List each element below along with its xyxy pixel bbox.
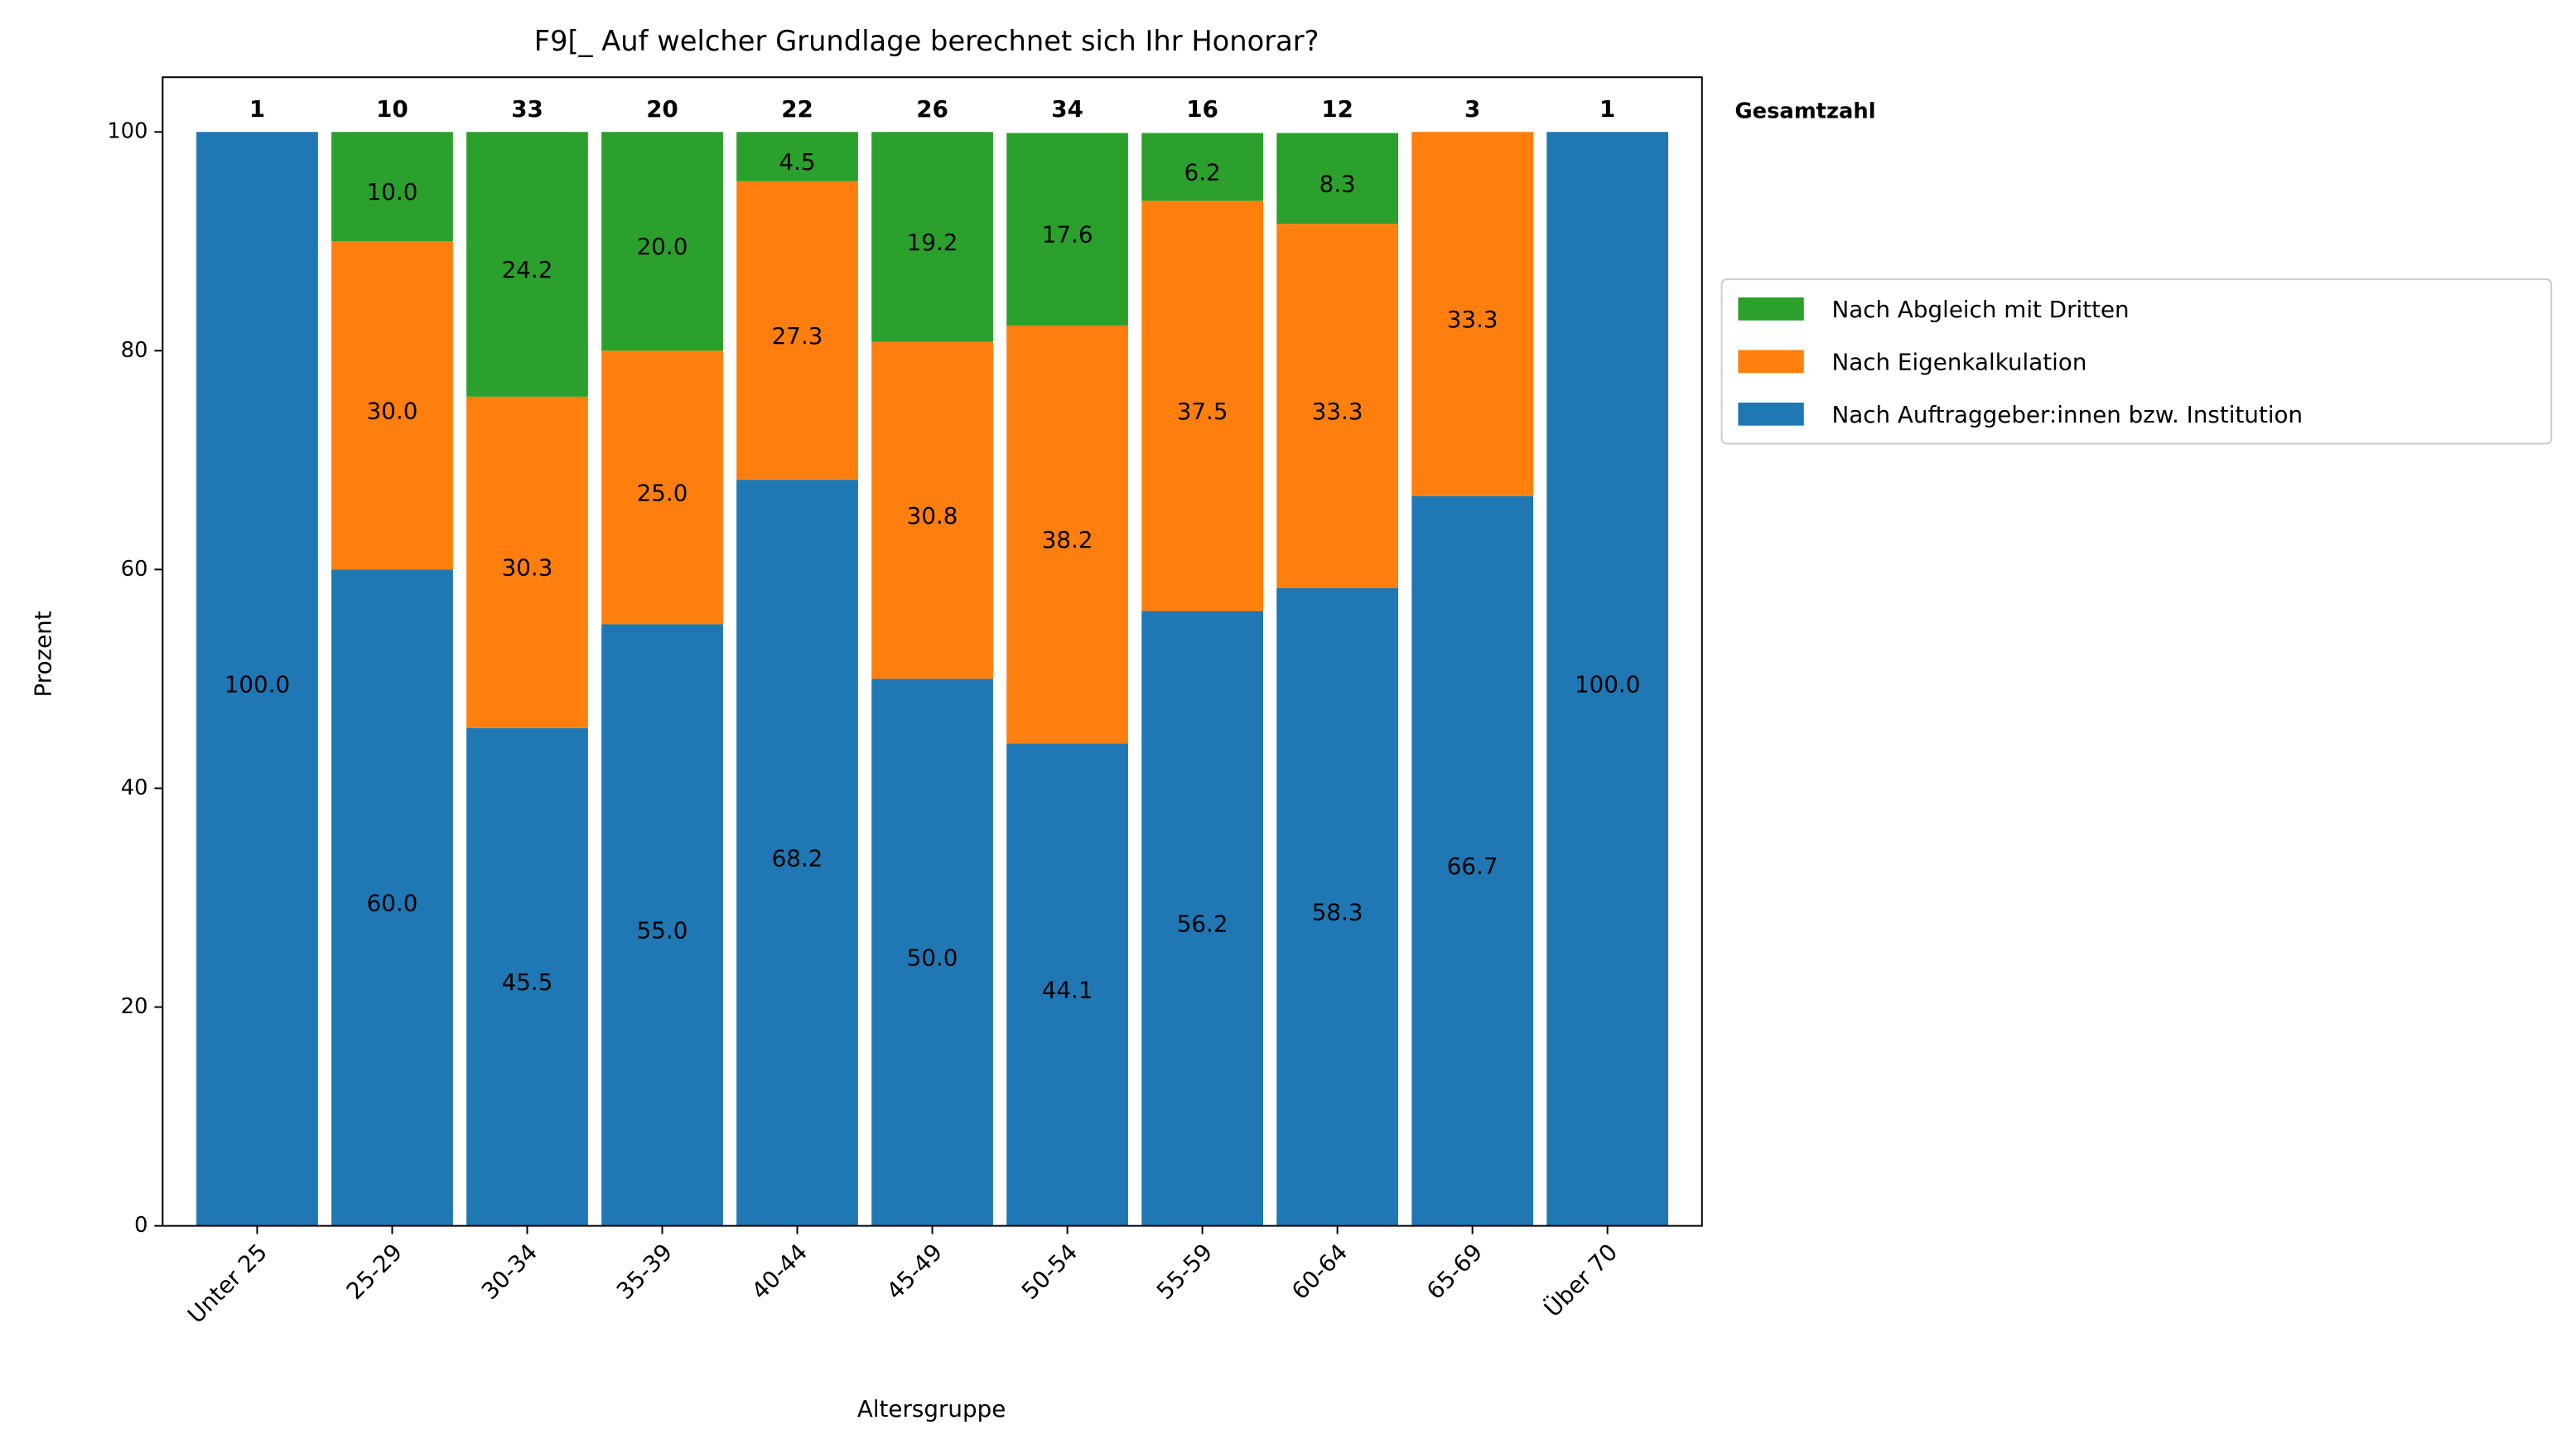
value-label: 4.5 [779, 148, 815, 176]
bar-segment [601, 350, 723, 625]
total-label: 33 [511, 95, 543, 123]
legend-label: Nach Eigenkalkulation [1831, 348, 2086, 375]
bar-segment [871, 341, 993, 679]
bar-segment [1006, 743, 1128, 1226]
bar-segment [196, 132, 318, 1226]
legend-label: Nach Auftraggeber:innen bzw. Institution [1831, 401, 2303, 428]
value-label: 66.7 [1447, 853, 1498, 880]
y-tick-label: 60 [121, 557, 148, 582]
x-tick-label: 55-59 [1151, 1239, 1218, 1305]
x-tick-label: 60-64 [1286, 1239, 1353, 1305]
total-label: 1 [249, 95, 265, 123]
bar-segment [331, 132, 453, 242]
value-label: 25.0 [637, 479, 688, 506]
legend-label: Nach Abgleich mit Dritten [1831, 296, 2129, 323]
bar-segment [1411, 495, 1534, 1226]
value-label: 33.3 [1312, 398, 1363, 425]
value-label: 56.2 [1177, 911, 1228, 938]
x-tick-label: 35-39 [611, 1239, 678, 1305]
value-label: 10.0 [367, 178, 418, 205]
bar-segment [466, 727, 588, 1226]
value-label: 27.3 [772, 322, 823, 350]
value-label: 20.0 [637, 233, 688, 260]
bar-segment [736, 132, 858, 181]
value-label: 45.5 [502, 969, 553, 996]
total-label: 22 [781, 95, 813, 123]
bar-segment [1141, 611, 1263, 1226]
plot-frame [162, 76, 1703, 1227]
bar-segment [601, 624, 723, 1226]
legend-swatch [1738, 297, 1804, 321]
x-tick-label: 45-49 [881, 1239, 948, 1305]
value-label: 55.0 [637, 916, 688, 944]
value-label: 100.0 [224, 670, 290, 698]
x-tick-label: 40-44 [746, 1239, 813, 1305]
total-label: 26 [916, 95, 948, 123]
bar-segment [1411, 132, 1534, 496]
total-label: 20 [646, 95, 678, 123]
y-axis-label: Prozent [30, 611, 57, 697]
total-label: 16 [1186, 95, 1218, 123]
value-label: 68.2 [772, 844, 823, 872]
x-axis-label: Altersgruppe [857, 1395, 1006, 1423]
y-tick-label: 40 [121, 775, 148, 800]
x-tick-label: 65-69 [1421, 1239, 1488, 1305]
bar-segment [331, 241, 453, 570]
value-label: 8.3 [1319, 170, 1356, 197]
value-label: 100.0 [1575, 670, 1640, 698]
value-label: 30.3 [502, 554, 553, 582]
x-tick-label: 30-34 [476, 1239, 543, 1305]
y-tick-label: 80 [121, 338, 148, 363]
y-tick-label: 20 [121, 994, 148, 1019]
value-label: 6.2 [1184, 158, 1221, 186]
value-label: 58.3 [1312, 899, 1363, 926]
bar-segment [1546, 132, 1669, 1226]
bar-segment [1006, 325, 1128, 744]
legend-swatch [1738, 402, 1804, 426]
chart-body: F9[_ Auf welcher Grundlage berechnet sic… [30, 25, 2553, 1423]
legend: Nach Abgleich mit Dritten Nach Eigenkalku… [1720, 278, 2553, 445]
legend-swatch [1738, 350, 1804, 374]
total-label: 1 [1599, 95, 1615, 123]
y-tick-label: 0 [134, 1213, 147, 1238]
value-label: 30.8 [907, 502, 958, 529]
bar-segment [736, 480, 858, 1226]
value-label: 24.2 [502, 256, 553, 283]
total-label: 12 [1321, 95, 1353, 123]
bar-segment [871, 679, 993, 1226]
bar-segment [1141, 133, 1263, 201]
legend-box [1720, 278, 2553, 445]
value-label: 37.5 [1177, 398, 1228, 425]
value-label: 33.3 [1447, 306, 1498, 333]
x-tick-label: Über 70 [1538, 1238, 1623, 1322]
total-label: 34 [1051, 95, 1083, 123]
total-label: 10 [376, 95, 408, 123]
bar-segment [1276, 587, 1399, 1226]
bar-segment [1006, 133, 1128, 326]
value-label: 60.0 [367, 889, 418, 916]
value-label: 44.1 [1042, 976, 1093, 1003]
bar-segment [1141, 200, 1263, 611]
x-tick-label: Unter 25 [182, 1239, 273, 1329]
bar-segment [601, 132, 723, 351]
y-tick-label: 100 [107, 119, 147, 144]
total-label: 3 [1464, 95, 1480, 123]
value-label: 50.0 [907, 944, 958, 971]
value-label: 17.6 [1042, 221, 1093, 249]
bar-segment [1276, 224, 1399, 588]
chart-title: F9[_ Auf welcher Grundlage berechnet sic… [534, 25, 1319, 57]
bar-segment [1276, 133, 1399, 225]
bar-segment [466, 132, 588, 397]
value-label: 19.2 [907, 229, 958, 256]
bar-segment [871, 132, 993, 342]
x-tick-label: 50-54 [1016, 1239, 1083, 1305]
bar-segment [466, 396, 588, 728]
bar-segment [736, 181, 858, 481]
x-tick-label: 25-29 [341, 1239, 408, 1305]
totals-title: Gesamtzahl [1734, 99, 1875, 123]
value-label: 38.2 [1042, 526, 1093, 553]
bar-segment [331, 569, 453, 1226]
value-label: 30.0 [367, 397, 418, 424]
